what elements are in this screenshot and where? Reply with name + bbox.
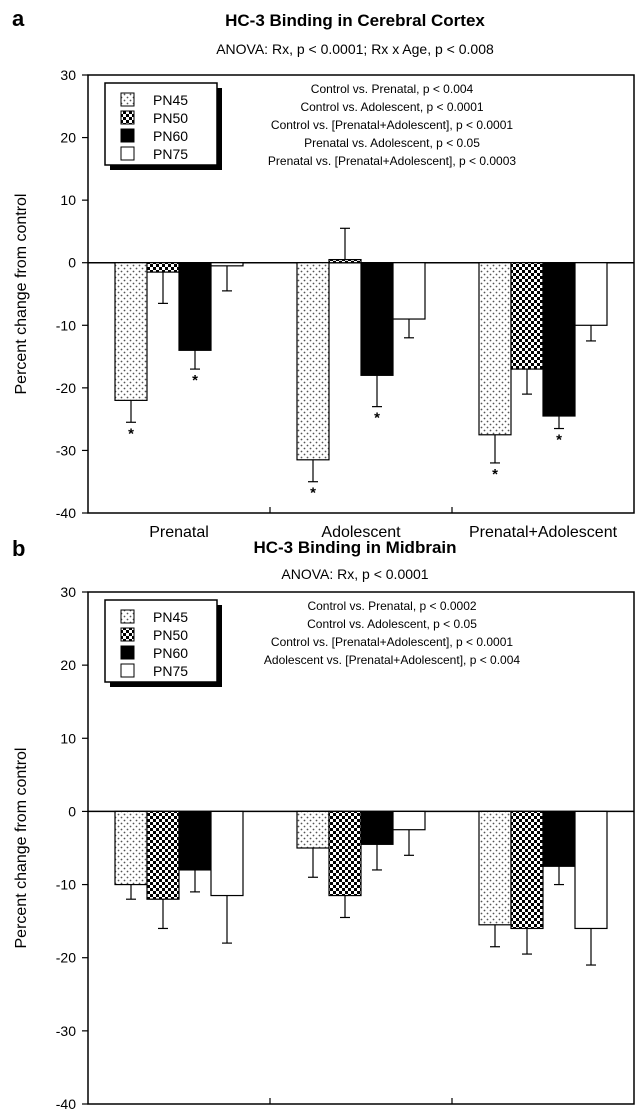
bar-pn60 bbox=[178, 810, 212, 871]
y-tick-label: 30 bbox=[60, 67, 76, 83]
y-axis-label: Percent change from control bbox=[13, 748, 30, 949]
panel-letter: a bbox=[12, 6, 25, 31]
significance-star: * bbox=[492, 466, 498, 483]
legend-label: PN60 bbox=[153, 128, 188, 144]
x-tick-label: Prenatal+Adolescent bbox=[469, 524, 618, 541]
legend-label: PN50 bbox=[153, 110, 188, 126]
stat-annotation: Prenatal vs. [Prenatal+Adolescent], p < … bbox=[268, 154, 516, 168]
legend-label: PN60 bbox=[153, 645, 188, 661]
legend-swatch bbox=[120, 128, 135, 143]
stat-annotation: Control vs. Adolescent, p < 0.05 bbox=[307, 617, 477, 631]
y-tick-label: 10 bbox=[60, 192, 76, 208]
stat-annotation: Prenatal vs. Adolescent, p < 0.05 bbox=[304, 136, 480, 150]
legend-label: PN45 bbox=[153, 92, 188, 108]
chart-subtitle: ANOVA: Rx, p < 0.0001 bbox=[281, 566, 428, 582]
y-tick-label: 10 bbox=[60, 730, 76, 746]
bar-pn45 bbox=[114, 810, 148, 886]
y-tick-label: 20 bbox=[60, 657, 76, 673]
bar-pn75 bbox=[210, 262, 244, 267]
y-tick-label: 0 bbox=[68, 255, 76, 271]
bar-pn60 bbox=[360, 262, 394, 376]
y-tick-label: 0 bbox=[68, 803, 76, 819]
stat-annotation: Control vs. Adolescent, p < 0.0001 bbox=[300, 100, 483, 114]
legend-swatch bbox=[120, 627, 135, 642]
y-tick-label: -20 bbox=[56, 380, 76, 396]
bar-pn75 bbox=[574, 262, 608, 326]
bar-pn50 bbox=[510, 810, 544, 930]
bar-pn75 bbox=[210, 810, 244, 897]
plot-frame bbox=[87, 74, 635, 514]
bar-pn60 bbox=[178, 262, 212, 351]
legend-swatch bbox=[120, 92, 135, 107]
bar-pn60 bbox=[542, 810, 576, 867]
plot-frame bbox=[87, 591, 635, 1105]
chart-panel-a: a HC-3 Binding in Cerebral Cortex ANOVA: R… bbox=[12, 6, 635, 541]
bar-pn60 bbox=[542, 262, 576, 417]
chart-title: HC-3 Binding in Midbrain bbox=[253, 538, 456, 557]
bar-pn60 bbox=[360, 810, 394, 845]
chart-panel-b: b HC-3 Binding in Midbrain ANOVA: Rx, p < … bbox=[12, 536, 635, 1112]
significance-star: * bbox=[374, 410, 380, 427]
y-tick-label: -30 bbox=[56, 1023, 76, 1039]
significance-star: * bbox=[310, 485, 316, 502]
bar-pn50 bbox=[510, 262, 544, 370]
bar-pn75 bbox=[392, 262, 426, 320]
legend-swatch bbox=[120, 609, 135, 624]
bar-pn50 bbox=[328, 810, 362, 897]
bar-pn45 bbox=[478, 810, 512, 926]
significance-star: * bbox=[192, 372, 198, 389]
y-tick-label: -30 bbox=[56, 442, 76, 458]
legend-swatch bbox=[120, 645, 135, 660]
significance-star: * bbox=[556, 432, 562, 449]
y-tick-label: 20 bbox=[60, 130, 76, 146]
stat-annotation: Control vs. [Prenatal+Adolescent], p < 0… bbox=[271, 635, 513, 649]
legend-swatch bbox=[120, 110, 135, 125]
legend-label: PN75 bbox=[153, 146, 188, 162]
legend-label: PN45 bbox=[153, 609, 188, 625]
panel-letter: b bbox=[12, 536, 25, 561]
bar-pn45 bbox=[296, 262, 330, 461]
legend-label: PN50 bbox=[153, 627, 188, 643]
bar-pn45 bbox=[296, 810, 330, 849]
bar-pn45 bbox=[114, 262, 148, 401]
chart-subtitle: ANOVA: Rx, p < 0.0001; Rx x Age, p < 0.0… bbox=[216, 41, 494, 57]
bar-pn50 bbox=[146, 810, 180, 900]
y-tick-label: -20 bbox=[56, 950, 76, 966]
y-axis-label: Percent change from control bbox=[13, 194, 30, 395]
y-tick-label: 30 bbox=[60, 584, 76, 600]
bar-pn75 bbox=[574, 810, 608, 930]
x-tick-label: Prenatal bbox=[149, 524, 209, 541]
bar-pn75 bbox=[392, 810, 426, 831]
legend-swatch bbox=[120, 146, 135, 161]
stat-annotation: Control vs. Prenatal, p < 0.0002 bbox=[307, 599, 476, 613]
y-tick-label: -40 bbox=[56, 1096, 76, 1112]
stat-annotation: Control vs. Prenatal, p < 0.004 bbox=[311, 82, 474, 96]
bar-pn50 bbox=[146, 262, 180, 273]
significance-star: * bbox=[128, 425, 134, 442]
y-tick-label: -40 bbox=[56, 505, 76, 521]
chart-title: HC-3 Binding in Cerebral Cortex bbox=[225, 11, 485, 30]
legend-swatch bbox=[120, 663, 135, 678]
x-tick-label: Adolescent bbox=[321, 524, 401, 541]
legend-label: PN75 bbox=[153, 663, 188, 679]
bar-pn45 bbox=[478, 262, 512, 436]
stat-annotation: Adolescent vs. [Prenatal+Adolescent], p … bbox=[264, 653, 520, 667]
stat-annotation: Control vs. [Prenatal+Adolescent], p < 0… bbox=[271, 118, 513, 132]
y-tick-label: -10 bbox=[56, 877, 76, 893]
bar-pn50 bbox=[328, 258, 362, 264]
y-tick-label: -10 bbox=[56, 317, 76, 333]
